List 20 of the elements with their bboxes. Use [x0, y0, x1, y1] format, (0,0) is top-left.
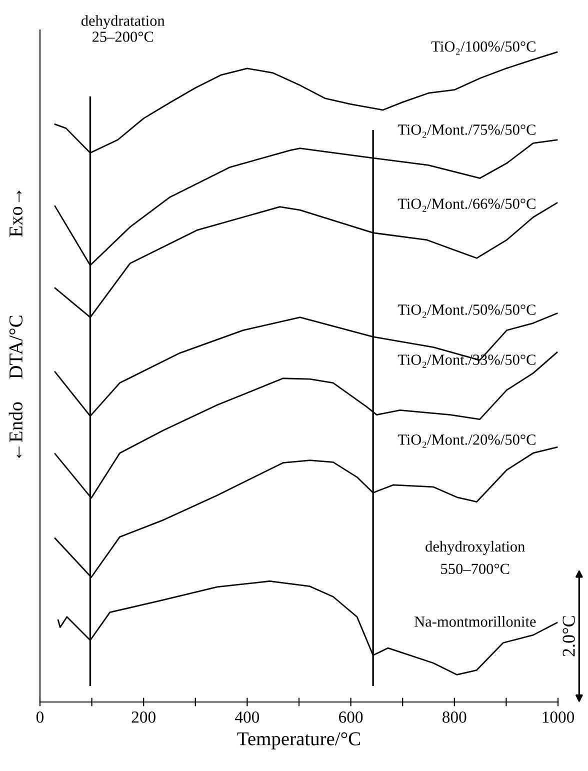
- text: 2.0°C: [562, 616, 575, 656]
- series-label: TiO₂/Mont./33%/50°C: [398, 354, 536, 368]
- text: ←Endo: [8, 402, 23, 458]
- x-axis-title: Temperature/°C: [237, 732, 360, 750]
- series-label: TiO₂/Mont./50%/50°C: [398, 304, 536, 318]
- x-tick-label: 200: [132, 712, 156, 723]
- x-tick-label: 1000: [542, 712, 574, 723]
- text: dehydratation 25–200°C: [81, 15, 165, 42]
- series-label: TiO₂/Mont./75%/50°C: [398, 124, 536, 138]
- x-tick-label: 800: [442, 712, 466, 723]
- text: Exo→: [10, 190, 23, 237]
- series-label: TiO₂/Mont./66%/50°C: [398, 198, 536, 212]
- x-tick-label: 600: [339, 712, 363, 723]
- y-axis-title: DTA/°C: [9, 316, 23, 379]
- annotation: dehydroxylation 550–700°C: [426, 540, 525, 574]
- x-tick-label: 400: [235, 712, 260, 723]
- x-tick-label: 0: [36, 712, 44, 723]
- series-label: Na-montmorillonite: [414, 616, 536, 627]
- series-label: TiO₂/Mont./20%/50°C: [398, 434, 536, 448]
- series-label: TiO₂/100%/50°C: [431, 41, 536, 55]
